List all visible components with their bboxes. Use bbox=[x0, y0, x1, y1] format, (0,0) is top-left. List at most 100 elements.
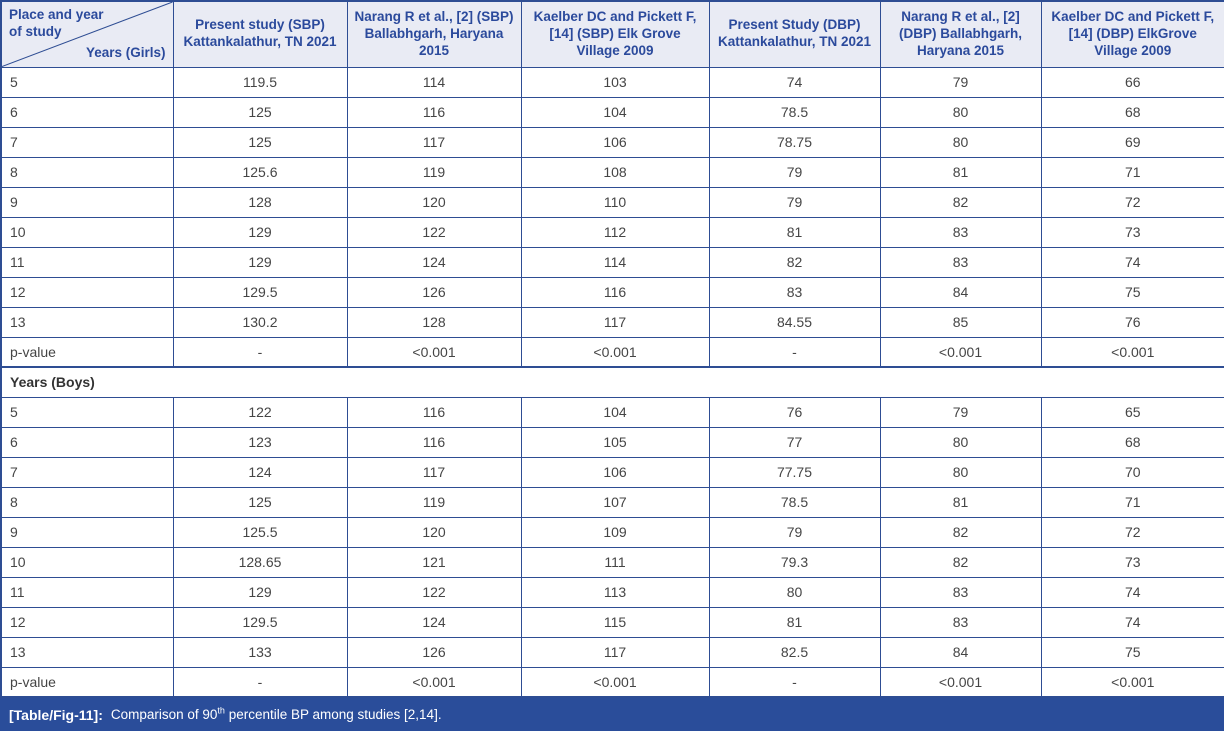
row-label: 5 bbox=[0, 66, 174, 98]
data-cell: 114 bbox=[520, 246, 710, 278]
data-cell: 106 bbox=[520, 456, 710, 488]
row-label: 9 bbox=[0, 516, 174, 548]
caption-superscript: th bbox=[217, 705, 225, 716]
data-cell: 129 bbox=[172, 576, 348, 608]
data-cell: 81 bbox=[708, 216, 881, 248]
column-header-5: Narang R et al., [2] (DBP) Ballabhgarh, … bbox=[879, 0, 1042, 68]
data-cell: 80 bbox=[879, 126, 1042, 158]
data-cell: 117 bbox=[520, 306, 710, 338]
data-cell: <0.001 bbox=[879, 336, 1042, 368]
table-header: Place and year of study Years (Girls) Pr… bbox=[0, 0, 1224, 68]
table-row: 9 125.5 120 109 79 82 72 bbox=[0, 516, 1224, 548]
row-label: 10 bbox=[0, 546, 174, 578]
data-cell: 74 bbox=[1040, 576, 1224, 608]
row-label: 7 bbox=[0, 126, 174, 158]
data-cell: 123 bbox=[172, 426, 348, 458]
data-cell: 129.5 bbox=[172, 606, 348, 638]
column-header-3: Kaelber DC and Pickett F, [14] (SBP) Elk… bbox=[520, 0, 710, 68]
data-cell: 80 bbox=[708, 576, 881, 608]
data-cell: 78.5 bbox=[708, 486, 881, 518]
column-header-6: Kaelber DC and Pickett F, [14] (DBP) Elk… bbox=[1040, 0, 1224, 68]
data-cell: 73 bbox=[1040, 216, 1224, 248]
table-row: 12 129.5 124 115 81 83 74 bbox=[0, 606, 1224, 638]
data-cell: 122 bbox=[346, 216, 522, 248]
data-cell: 83 bbox=[879, 246, 1042, 278]
data-cell: 70 bbox=[1040, 456, 1224, 488]
section-divider-row: Years (Boys) bbox=[0, 366, 1224, 398]
data-cell: 128 bbox=[172, 186, 348, 218]
column-header-4: Present Study (DBP) Kattankalathur, TN 2… bbox=[708, 0, 881, 68]
caption-tag: [Table/Fig-11]: bbox=[9, 706, 103, 723]
data-cell: 77 bbox=[708, 426, 881, 458]
row-label: 7 bbox=[0, 456, 174, 488]
table-row: 11 129 122 113 80 83 74 bbox=[0, 576, 1224, 608]
header-row: Place and year of study Years (Girls) Pr… bbox=[0, 0, 1224, 68]
row-label: 13 bbox=[0, 306, 174, 338]
data-cell: 82.5 bbox=[708, 636, 881, 668]
data-cell: 65 bbox=[1040, 396, 1224, 428]
row-label: 8 bbox=[0, 486, 174, 518]
data-cell: 108 bbox=[520, 156, 710, 188]
row-label: 5 bbox=[0, 396, 174, 428]
table-row: 10 129 122 112 81 83 73 bbox=[0, 216, 1224, 248]
data-cell: 125.6 bbox=[172, 156, 348, 188]
data-cell: 68 bbox=[1040, 96, 1224, 128]
data-cell: - bbox=[708, 666, 881, 698]
table-row: 8 125 119 107 78.5 81 71 bbox=[0, 486, 1224, 518]
data-cell: 116 bbox=[346, 396, 522, 428]
data-cell: 129 bbox=[172, 216, 348, 248]
table-row: 5 119.5 114 103 74 79 66 bbox=[0, 66, 1224, 98]
data-cell: 111 bbox=[520, 546, 710, 578]
data-cell: 76 bbox=[1040, 306, 1224, 338]
row-label: 9 bbox=[0, 186, 174, 218]
row-label: 11 bbox=[0, 576, 174, 608]
data-cell: 116 bbox=[346, 426, 522, 458]
row-label: p-value bbox=[0, 336, 174, 368]
bp-comparison-table: Place and year of study Years (Girls) Pr… bbox=[0, 0, 1224, 698]
data-cell: 78.75 bbox=[708, 126, 881, 158]
data-cell: 79 bbox=[708, 156, 881, 188]
table-row: 8 125.6 119 108 79 81 71 bbox=[0, 156, 1224, 188]
data-cell: 124 bbox=[346, 246, 522, 278]
data-cell: 130.2 bbox=[172, 306, 348, 338]
data-cell: 81 bbox=[708, 606, 881, 638]
row-label: 6 bbox=[0, 96, 174, 128]
corner-top-label: Place and year of study bbox=[9, 7, 104, 39]
row-label: 11 bbox=[0, 246, 174, 278]
data-cell: 72 bbox=[1040, 186, 1224, 218]
data-cell: 75 bbox=[1040, 636, 1224, 668]
data-cell: 125 bbox=[172, 96, 348, 128]
row-label: 6 bbox=[0, 426, 174, 458]
data-cell: - bbox=[172, 666, 348, 698]
table-caption-bar: [Table/Fig-11]: Comparison of 90th perce… bbox=[0, 698, 1224, 731]
data-cell: 85 bbox=[879, 306, 1042, 338]
data-cell: <0.001 bbox=[346, 666, 522, 698]
data-cell: <0.001 bbox=[879, 666, 1042, 698]
data-cell: 120 bbox=[346, 516, 522, 548]
caption-text: Comparison of 90th percentile BP among s… bbox=[110, 705, 442, 722]
data-cell: 82 bbox=[879, 516, 1042, 548]
data-cell: 83 bbox=[879, 216, 1042, 248]
data-cell: 106 bbox=[520, 126, 710, 158]
data-cell: 74 bbox=[1040, 246, 1224, 278]
data-cell: 120 bbox=[346, 186, 522, 218]
data-cell: 79 bbox=[708, 516, 881, 548]
data-cell: 76 bbox=[708, 396, 881, 428]
data-cell: 80 bbox=[879, 96, 1042, 128]
data-cell: 69 bbox=[1040, 126, 1224, 158]
data-cell: 71 bbox=[1040, 156, 1224, 188]
data-cell: 125.5 bbox=[172, 516, 348, 548]
data-cell: 119 bbox=[346, 156, 522, 188]
data-cell: - bbox=[708, 336, 881, 368]
data-cell: 104 bbox=[520, 396, 710, 428]
data-cell: 117 bbox=[520, 636, 710, 668]
data-cell: 124 bbox=[346, 606, 522, 638]
data-cell: 83 bbox=[879, 576, 1042, 608]
table-body: 5 119.5 114 103 74 79 66 6 125 116 104 78.5 80 68 7 125… bbox=[0, 66, 1224, 698]
data-cell: 105 bbox=[520, 426, 710, 458]
data-cell: 122 bbox=[346, 576, 522, 608]
column-header-1: Present study (SBP) Kattankalathur, TN 2… bbox=[172, 0, 348, 68]
data-cell: 74 bbox=[1040, 606, 1224, 638]
data-cell: 83 bbox=[879, 606, 1042, 638]
data-cell: 81 bbox=[879, 486, 1042, 518]
